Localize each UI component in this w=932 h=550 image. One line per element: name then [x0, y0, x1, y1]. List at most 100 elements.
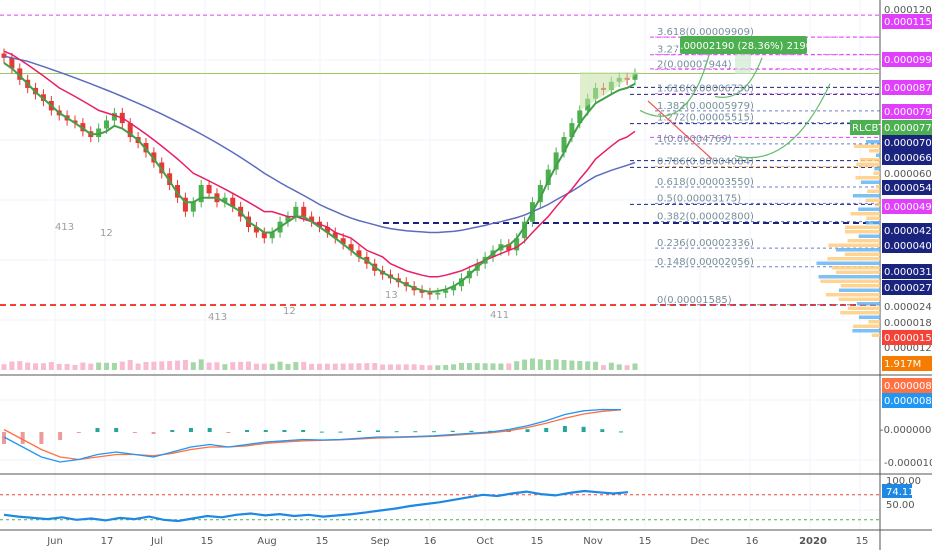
macd-histogram-bar: [95, 428, 100, 432]
volume-bar: [537, 359, 543, 370]
candle-body: [340, 238, 346, 245]
macd-histogram-bar: [301, 430, 306, 432]
pattern-annotation: 413: [55, 222, 74, 233]
candle-body: [104, 120, 110, 129]
candle-body: [182, 197, 188, 212]
price-tag: [882, 330, 932, 345]
volume-bar: [419, 364, 425, 370]
price-tag-label: 0.00011524: [884, 17, 932, 28]
candle-body: [111, 112, 117, 121]
fib-level-label: 1.618(0.00006730): [657, 84, 754, 95]
volume-bar: [490, 363, 496, 370]
volume-bar: [230, 362, 236, 370]
volume-bar: [474, 363, 480, 370]
volume-bar: [222, 364, 228, 370]
time-axis-label: 16: [424, 536, 437, 547]
macd-tag-label: 0.00000882: [884, 396, 932, 407]
macd-histogram-bar: [207, 428, 212, 432]
macd-histogram-bar: [76, 432, 81, 433]
price-tag-label: 0.00007977: [884, 107, 932, 118]
macd-histogram-bar: [319, 431, 324, 433]
volume-bar: [246, 361, 252, 370]
volume-bar: [159, 361, 165, 370]
volume-bar: [285, 363, 291, 370]
price-tag: [882, 238, 932, 253]
volume-profile-bar: [865, 140, 880, 144]
candle-body: [190, 202, 196, 212]
price-tag-label: 0.00007028: [884, 138, 932, 149]
rsi-line: [3, 489, 629, 523]
volume-bar: [356, 363, 362, 370]
volume-profile-bar: [844, 230, 880, 234]
candle-body: [269, 232, 275, 239]
up-arrow: [639, 43, 713, 117]
macd-histogram-bar: [581, 426, 586, 432]
volume-profile-bar: [873, 171, 880, 175]
moving-averages: [3, 50, 636, 294]
volume-bar: [206, 362, 212, 370]
fib-level-label: 0.786(0.00004084): [657, 157, 754, 168]
macd-histogram-bar: [2, 432, 6, 444]
candle-body: [522, 221, 528, 239]
volume-bar: [553, 359, 559, 370]
time-axis-label: Sep: [371, 536, 390, 547]
volume-bar: [411, 364, 417, 370]
macd-histogram-bar: [39, 432, 44, 444]
candle-body: [175, 184, 181, 198]
volume-profile-bar: [820, 279, 880, 283]
volume-profile-bar: [858, 234, 880, 238]
volume-profile-bar: [838, 288, 880, 292]
volume-bar: [506, 363, 512, 370]
volume-profile-bar: [858, 315, 880, 319]
volume-bar: [72, 364, 78, 370]
time-axis-label: 17: [101, 536, 114, 547]
volume-bar: [48, 362, 54, 370]
candle-body: [561, 137, 567, 153]
candle-body: [514, 238, 520, 251]
volume-bar: [435, 365, 441, 370]
macd-tick-label: -0.00000014: [880, 425, 932, 436]
volume-bar: [427, 365, 433, 370]
volume-bar: [238, 361, 244, 370]
macd-histogram-bar: [132, 432, 137, 433]
target-label: 0.00002190 (28.36%) 2190: [674, 36, 812, 54]
time-axis-label: 16: [746, 536, 759, 547]
price-tag-label: 0.00004253: [884, 226, 932, 237]
macd-histogram-bar: [432, 431, 437, 433]
volume-bar: [403, 364, 409, 370]
up-arrow: [714, 57, 763, 98]
fib-level-label: 1.382(0.00005979): [657, 101, 754, 112]
pattern-annotation: 12: [100, 228, 113, 239]
volume-profile-bar: [825, 293, 880, 297]
volume-profile-bar: [840, 284, 880, 288]
candle-body: [222, 197, 228, 203]
volume-profile-bar: [847, 306, 880, 310]
fib-level-label: 3.618(0.00009909): [657, 27, 754, 38]
volume-bar: [127, 360, 133, 370]
volume-profile-bar: [865, 221, 880, 225]
volume-bar: [458, 362, 464, 370]
fib-level-label: 0.382(0.00002800): [657, 212, 754, 223]
candle-body: [293, 206, 299, 217]
time-axis-label: 15: [316, 536, 329, 547]
macd-histogram-bar: [394, 431, 399, 433]
price-tag: [882, 150, 932, 165]
candle-body: [435, 292, 441, 295]
price-tag-label: 0.00009909: [884, 55, 932, 66]
rsi-tick-label: 50.00: [886, 500, 915, 511]
volume-bar: [443, 364, 449, 370]
fib-level-label: 1(0.00004769): [657, 134, 732, 145]
macd-histogram-bar: [450, 430, 455, 432]
volume-bar: [96, 362, 102, 370]
price-tag-label: 0.00006694: [884, 153, 932, 164]
volume-profile-bar: [850, 212, 880, 216]
volume-bar: [151, 361, 157, 370]
candle-body: [577, 110, 583, 124]
volume-bar: [17, 361, 23, 370]
volume-bar: [529, 358, 535, 370]
price-tag: [882, 80, 932, 95]
volume-bar: [277, 361, 283, 370]
price-tick-label: 0.00002400: [884, 302, 932, 313]
macd-tag: [882, 378, 932, 393]
